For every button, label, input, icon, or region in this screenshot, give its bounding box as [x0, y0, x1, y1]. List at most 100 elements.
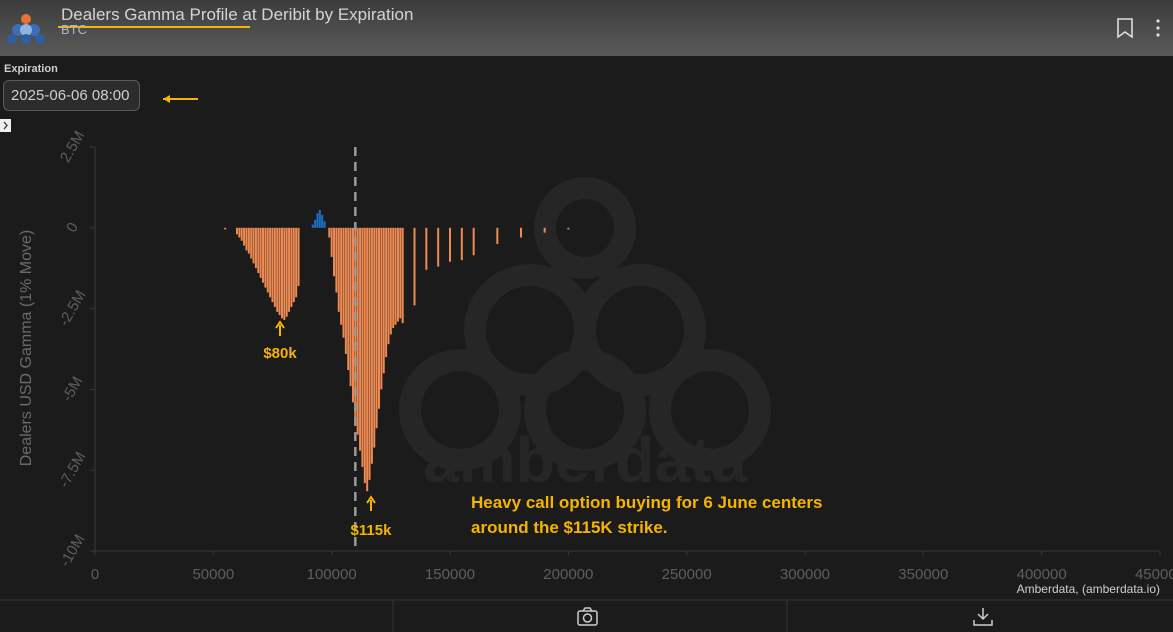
- expand-icon: [3, 121, 8, 130]
- bar: [472, 227, 475, 256]
- chart-title: Dealers Gamma Profile at Deribit by Expi…: [61, 5, 413, 24]
- source-credit: Amberdata, (amberdata.io): [1017, 582, 1160, 596]
- bar: [262, 227, 265, 283]
- menu-button[interactable]: [1156, 19, 1160, 37]
- bar: [375, 227, 378, 429]
- x-tick-label: 0: [91, 566, 99, 583]
- bar: [425, 227, 428, 270]
- bar: [290, 227, 293, 307]
- bar: [394, 227, 397, 325]
- y-tick-label: 0: [63, 220, 82, 236]
- bar: [224, 227, 227, 230]
- bar: [387, 227, 390, 345]
- bar: [401, 227, 404, 324]
- bar: [245, 227, 248, 251]
- bar: [285, 227, 288, 317]
- bar: [311, 224, 314, 228]
- bar: [269, 227, 272, 298]
- bar: [344, 227, 347, 354]
- bar: [264, 227, 267, 288]
- bar: [354, 227, 357, 419]
- bar: [363, 227, 366, 484]
- download-button[interactable]: [973, 608, 993, 626]
- bar: [449, 227, 451, 262]
- bar: [356, 227, 359, 435]
- bar: [292, 227, 295, 303]
- bar: [373, 227, 376, 448]
- bar: [382, 227, 385, 374]
- x-tick-label: 150000: [425, 566, 475, 583]
- bar: [396, 227, 399, 322]
- bar: [520, 227, 522, 238]
- bar: [460, 227, 463, 261]
- bar: [351, 227, 354, 403]
- bar: [380, 227, 383, 390]
- bar: [295, 227, 298, 298]
- bar: [543, 227, 546, 233]
- pointer-arrowhead: [163, 95, 170, 103]
- bar: [259, 227, 262, 278]
- bar: [247, 227, 250, 254]
- y-tick-label: -2.5M: [56, 287, 90, 329]
- y-tick-label: -7.5M: [56, 449, 90, 491]
- bar: [238, 227, 241, 238]
- bar: [254, 227, 257, 269]
- bar: [347, 227, 350, 371]
- bar: [567, 227, 570, 230]
- bar: [243, 227, 246, 246]
- bar: [337, 227, 340, 312]
- logo: [7, 14, 45, 44]
- bar: [399, 227, 402, 319]
- bookmark-button[interactable]: [1117, 18, 1133, 39]
- expand-button[interactable]: [0, 119, 11, 132]
- bar: [359, 227, 362, 451]
- annotation: $80k: [263, 345, 297, 362]
- bar: [252, 227, 255, 264]
- expiration-dropdown[interactable]: 2025-06-06 08:00: [3, 80, 140, 111]
- bar: [266, 227, 269, 293]
- chart-subtitle: BTC: [61, 22, 87, 37]
- bar: [236, 227, 238, 235]
- y-tick-label: -5M: [59, 374, 87, 405]
- bar: [250, 227, 253, 259]
- bar: [276, 227, 279, 312]
- bar: [496, 227, 499, 244]
- bar: [378, 227, 380, 409]
- bar: [288, 227, 291, 312]
- bar: [297, 227, 300, 286]
- bar: [389, 227, 392, 335]
- annotation: $115k: [351, 522, 393, 539]
- annotation-arrow: [366, 495, 376, 511]
- x-tick-label: 450000: [1135, 566, 1173, 583]
- bar: [368, 227, 371, 480]
- bar: [392, 227, 395, 328]
- bar: [340, 227, 343, 325]
- bar: [271, 227, 274, 303]
- expiration-label: Expiration: [4, 63, 58, 75]
- bar: [314, 219, 317, 228]
- x-tick-label: 400000: [1017, 566, 1067, 583]
- x-tick-label: 350000: [898, 566, 948, 583]
- bar: [370, 227, 373, 464]
- bar: [278, 227, 281, 316]
- bar: [240, 227, 243, 241]
- bar: [333, 227, 336, 277]
- annotation-arrow: [275, 320, 285, 336]
- screenshot-button[interactable]: [577, 607, 598, 626]
- y-tick-label: -10M: [57, 532, 89, 570]
- bar: [283, 227, 286, 320]
- bar: [330, 227, 333, 257]
- x-tick-label: 100000: [307, 566, 357, 583]
- bar: [257, 227, 260, 274]
- x-tick-label: 50000: [192, 566, 234, 583]
- bar: [328, 227, 331, 238]
- bar: [321, 214, 324, 228]
- bar: [323, 221, 326, 228]
- bar: [273, 227, 276, 307]
- bar: [349, 227, 352, 387]
- y-axis-title: Dealers USD Gamma (1% Move): [18, 230, 35, 467]
- x-tick-label: 300000: [780, 566, 830, 583]
- bar: [318, 210, 321, 228]
